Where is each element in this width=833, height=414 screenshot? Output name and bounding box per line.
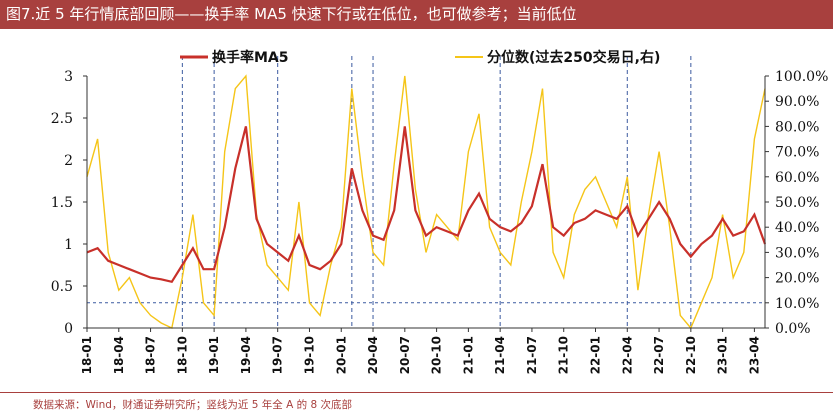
right-tick-label: 30.0%: [775, 245, 819, 261]
right-tick-label: 80.0%: [775, 119, 819, 135]
chart-title: 图7.近 5 年行情底部回顾——换手率 MA5 快速下行或在低位，也可做参考；当…: [0, 0, 833, 29]
percentile-line: [86, 74, 766, 330]
x-tick-label: 19-10: [302, 336, 316, 374]
right-tick-label: 50.0%: [775, 195, 819, 211]
right-tick-label: 0.0%: [775, 321, 811, 337]
x-tick-label: 18-01: [80, 336, 94, 374]
x-tick-label: 21-10: [557, 336, 571, 374]
x-tick-label: 23-01: [716, 336, 730, 374]
legend-label-percentile: 分位数(过去250交易日,右): [487, 49, 660, 66]
turnover-ma5-line: [86, 126, 767, 284]
x-tick-label: 21-07: [525, 336, 539, 374]
bottom-rule: [0, 392, 833, 393]
x-tick-label: 23-04: [747, 336, 761, 374]
x-tick-label: 18-04: [112, 336, 126, 374]
x-tick-label: 22-10: [684, 336, 698, 374]
left-tick-label: 2.5: [51, 111, 73, 127]
x-tick-label: 20-01: [334, 336, 348, 374]
left-tick-label: 1.5: [51, 195, 73, 211]
right-tick-label: 90.0%: [775, 94, 819, 110]
x-tick-label: 20-04: [366, 336, 380, 374]
x-tick-label: 19-07: [271, 336, 285, 374]
left-tick-label: 0: [64, 321, 73, 337]
left-tick-label: 3: [64, 69, 73, 85]
left-tick-label: 0.5: [51, 279, 73, 295]
left-tick-label: 1: [64, 237, 73, 253]
legend: 换手率MA5 分位数(过去250交易日,右): [180, 49, 660, 66]
x-tick-label: 20-07: [398, 336, 412, 374]
x-tick-label: 19-04: [239, 336, 253, 374]
x-tick-label: 18-07: [144, 336, 158, 374]
x-tick-label: 18-10: [175, 336, 189, 374]
x-tick-label: 22-04: [620, 336, 634, 374]
right-tick-label: 40.0%: [775, 220, 819, 236]
x-tick-label: 21-01: [461, 336, 475, 374]
right-tick-label: 10.0%: [775, 296, 819, 312]
x-tick-label: 22-07: [652, 336, 666, 374]
right-tick-label: 60.0%: [775, 170, 819, 186]
left-tick-label: 2: [64, 153, 73, 169]
x-tick-label: 20-10: [430, 336, 444, 374]
x-tick-label: 22-01: [589, 336, 603, 374]
source-note: 数据来源：Wind，财通证券研究所；竖线为近 5 年全 A 的 8 次底部: [33, 399, 352, 411]
legend-label-turnover: 换手率MA5: [212, 49, 289, 66]
x-tick-label: 21-04: [493, 336, 507, 374]
right-tick-label: 100.0%: [775, 69, 828, 85]
right-tick-label: 70.0%: [775, 145, 819, 161]
x-tick-label: 19-01: [207, 336, 221, 374]
right-tick-label: 20.0%: [775, 271, 819, 287]
